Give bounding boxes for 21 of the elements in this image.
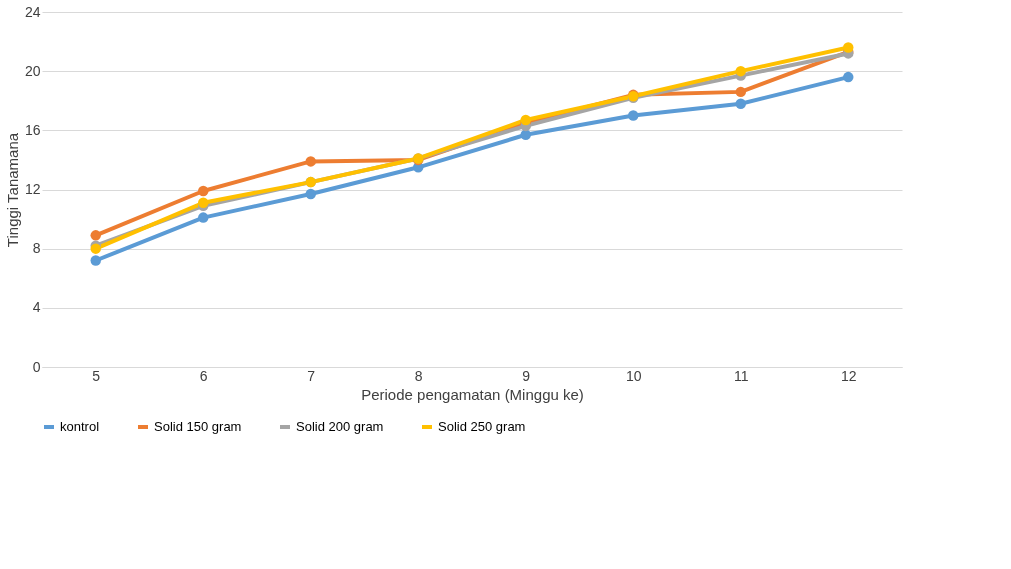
x-tick-label: 10: [625, 367, 642, 384]
legend-label: Solid 200 gram: [296, 419, 384, 434]
x-tick-label: 9: [522, 367, 531, 384]
y-tick-label: 8: [32, 240, 41, 257]
y-tick-label: 12: [24, 181, 41, 197]
legend-label: Solid 150 gram: [154, 419, 242, 434]
y-axis-title: Tinggi Tanamana: [3, 132, 21, 248]
y-tick-label: 4: [32, 299, 41, 316]
x-tick-label: 6: [199, 367, 208, 384]
y-tick-label: 0: [32, 358, 41, 375]
x-axis-title: Periode pengamatan (Minggu ke): [361, 385, 584, 403]
y-tick-label: 24: [24, 3, 41, 20]
y-tick-label: 16: [24, 121, 41, 138]
x-tick-label: 8: [414, 367, 423, 384]
legend-label: Solid 250 gram: [438, 419, 526, 434]
x-tick-label: 11: [733, 367, 749, 384]
x-tick-label: 5: [92, 367, 101, 384]
legend-label: kontrol: [60, 419, 100, 434]
x-tick-label: 7: [307, 367, 316, 384]
y-tick-label: 20: [24, 62, 41, 79]
x-tick-label: 12: [840, 367, 857, 384]
